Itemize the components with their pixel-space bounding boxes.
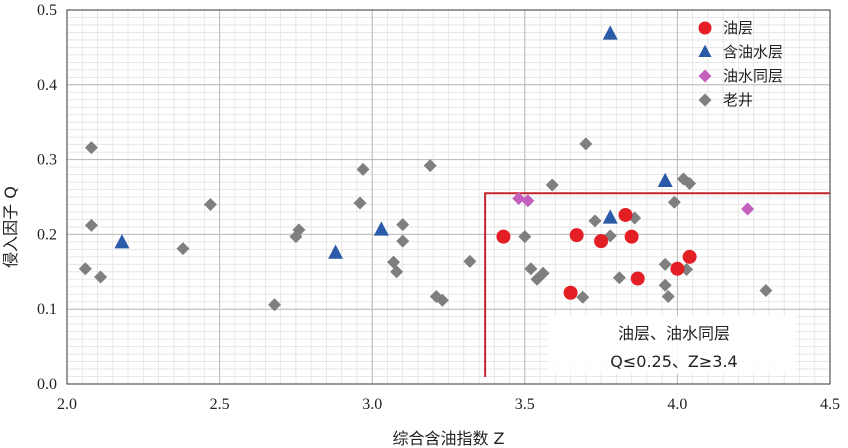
- point-diamond: [518, 230, 532, 244]
- point-diamond: [94, 270, 108, 284]
- point-triangle: [328, 244, 344, 259]
- highlight-boundary: [484, 192, 830, 377]
- point-diamond: [658, 257, 672, 271]
- y-tick-label: 0.0: [37, 376, 57, 393]
- point-diamond: [545, 178, 559, 192]
- point-diamond: [667, 195, 681, 209]
- x-tick-label: 3.5: [515, 396, 535, 413]
- point-circle: [670, 261, 685, 276]
- point-diamond: [84, 218, 98, 232]
- point-diamond: [612, 271, 626, 285]
- point-diamond: [203, 197, 217, 211]
- point-diamond: [463, 254, 477, 268]
- point-diamond: [268, 298, 282, 312]
- point-diamond: [423, 159, 437, 173]
- point-circle: [569, 228, 584, 243]
- point-diamond: [759, 284, 773, 297]
- x-tick-labels: 2.0 2.5 3.0 3.5 4.0 4.5: [57, 396, 840, 413]
- y-axis-title: 侵入因子 Q: [1, 186, 20, 268]
- point-diamond: [353, 196, 367, 210]
- point-diamond: [661, 289, 675, 303]
- point-circle: [618, 207, 633, 222]
- point-diamond: [176, 242, 190, 256]
- point-diamond: [576, 290, 590, 304]
- legend-label: 油层: [723, 19, 753, 37]
- point-diamond: [521, 194, 535, 208]
- legend-marker-diamond: [698, 69, 712, 83]
- point-diamond: [396, 218, 410, 232]
- y-tick-labels: 0.0 0.1 0.2 0.3 0.4 0.5: [37, 2, 57, 393]
- legend-marker-triangle: [698, 44, 712, 57]
- point-triangle: [602, 209, 618, 224]
- point-diamond: [512, 191, 526, 205]
- point-diamond: [536, 266, 550, 280]
- point-diamond: [524, 262, 538, 276]
- point-diamond: [356, 162, 370, 176]
- point-circle: [563, 285, 578, 300]
- point-triangle: [657, 172, 673, 187]
- point-diamond: [658, 278, 672, 292]
- point-diamond: [396, 234, 410, 248]
- y-tick-label: 0.4: [37, 77, 57, 94]
- point-diamond: [741, 202, 755, 216]
- point-triangle: [602, 25, 618, 40]
- y-tick-label: 0.1: [37, 301, 57, 318]
- x-axis-title: 综合含油指数 Z: [392, 429, 504, 448]
- legend-marker-diamond: [698, 93, 712, 107]
- legend-label: 老井: [723, 91, 753, 109]
- point-triangle: [114, 234, 130, 249]
- annotation-line-1: 油层、油水同层: [618, 324, 730, 343]
- x-tick-label: 4.5: [820, 396, 840, 413]
- x-tick-label: 2.5: [210, 396, 230, 413]
- x-tick-label: 2.0: [57, 396, 77, 413]
- point-diamond: [683, 177, 697, 191]
- y-tick-label: 0.3: [37, 152, 57, 169]
- point-diamond: [588, 214, 602, 228]
- point-diamond: [579, 137, 593, 151]
- y-tick-label: 0.5: [37, 2, 57, 19]
- point-diamond: [78, 262, 92, 276]
- point-circle: [682, 249, 697, 264]
- legend-label: 油水同层: [723, 67, 783, 85]
- point-triangle: [373, 221, 389, 236]
- point-diamond: [84, 141, 98, 155]
- highlight-region: [484, 192, 830, 377]
- point-diamond: [435, 293, 449, 307]
- x-tick-label: 4.0: [667, 396, 687, 413]
- point-diamond: [390, 265, 404, 279]
- point-diamond: [292, 223, 306, 237]
- x-tick-label: 3.0: [362, 396, 382, 413]
- point-circle: [496, 229, 511, 244]
- plot-frame: [66, 9, 831, 385]
- annotation-line-2: Q≤0.25、Z≥3.4: [610, 352, 737, 371]
- point-diamond: [387, 255, 401, 269]
- point-circle: [624, 229, 639, 244]
- legend-label: 含油水层: [723, 43, 783, 61]
- point-circle: [594, 234, 609, 249]
- point-circle: [630, 271, 645, 286]
- legend-marker-circle: [698, 21, 712, 35]
- y-tick-label: 0.2: [37, 226, 57, 243]
- annotation-box: 油层、油水同层 Q≤0.25、Z≥3.4: [548, 316, 796, 374]
- data-points: [78, 25, 773, 312]
